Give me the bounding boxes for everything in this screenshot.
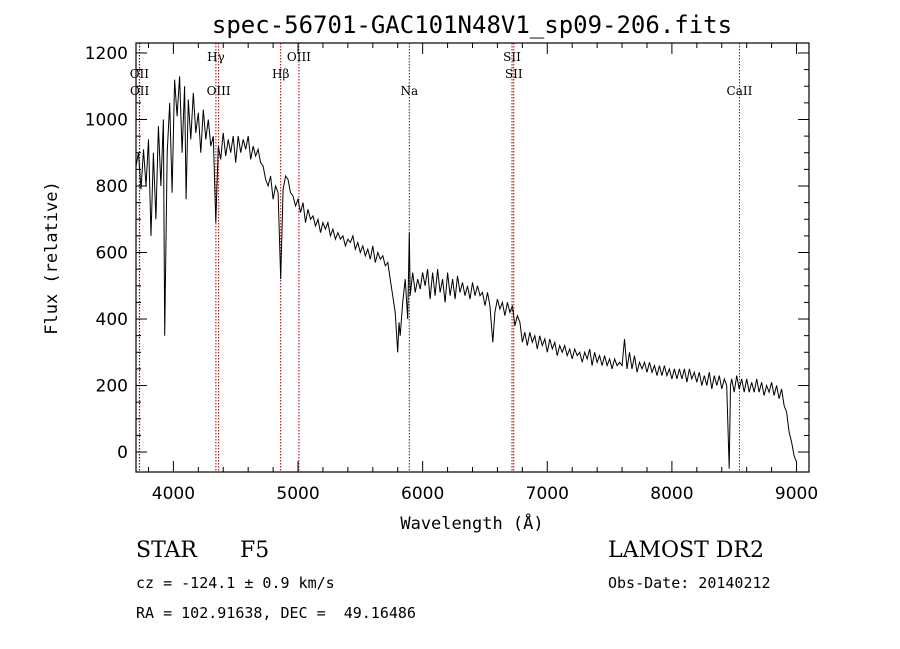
y-tick-label: 400 — [96, 310, 128, 330]
line-marker-label: SII — [503, 50, 521, 64]
line-marker-label: Hβ — [272, 67, 289, 81]
line-marker-label: CaII — [727, 84, 753, 98]
line-marker-label: Na — [400, 84, 418, 98]
object-class: STAR — [136, 538, 197, 563]
x-axis-title: Wavelength (Å) — [400, 512, 543, 534]
x-tick-label: 4000 — [152, 484, 195, 504]
survey-label: LAMOST DR2 — [608, 538, 764, 563]
coordinates-readout: RA = 102.91638, DEC = 49.16486 — [136, 604, 416, 622]
object-subclass: F5 — [240, 538, 270, 563]
y-tick-label: 800 — [96, 177, 128, 197]
y-tick-label: 1000 — [85, 110, 128, 130]
plot-frame — [135, 42, 810, 473]
redshift-readout: cz = -124.1 ± 0.9 km/s — [136, 574, 335, 592]
y-tick-label: 600 — [96, 244, 128, 264]
x-tick-label: 6000 — [401, 484, 444, 504]
y-tick-label: 200 — [96, 377, 128, 397]
x-tick-label: 9000 — [775, 484, 818, 504]
chart-title: spec-56701-GAC101N48V1_sp09-206.fits — [212, 11, 732, 39]
spectrum-line — [135, 76, 797, 469]
line-marker-label: OIII — [207, 84, 231, 98]
axis-ticks: 4000 5000 6000 7000 8000 9000 0 200 400 600 800 100… — [85, 43, 818, 504]
y-tick-label: 1200 — [85, 44, 128, 64]
x-tick-label: 7000 — [526, 484, 569, 504]
line-marker-label: Hγ — [207, 50, 225, 64]
y-axis-title: Flux (relative) — [42, 181, 62, 335]
y-tick-label: 0 — [117, 443, 128, 463]
observation-date: Obs-Date: 20140212 — [608, 574, 771, 592]
line-marker-label: OIII — [287, 50, 311, 64]
x-tick-label: 8000 — [650, 484, 693, 504]
line-marker-label: OII — [130, 84, 150, 98]
line-marker-label: SII — [505, 67, 523, 81]
x-tick-label: 5000 — [276, 484, 319, 504]
